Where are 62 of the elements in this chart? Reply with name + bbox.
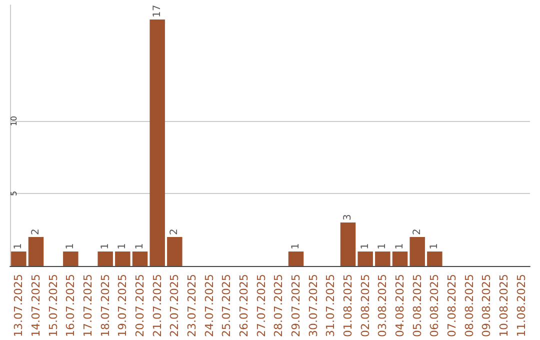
- bar: [167, 237, 182, 266]
- x-tick-label: 23.07.2025: [186, 274, 198, 338]
- x-tick-label: 09.08.2025: [480, 274, 494, 338]
- data-label: 1: [429, 243, 440, 250]
- x-tick-label: 15.07.2025: [46, 274, 60, 338]
- x-tick-label: 05.08.2025: [410, 274, 424, 338]
- x-tick-label: 16.07.2025: [64, 274, 78, 338]
- y-tick-label: 5: [10, 190, 18, 196]
- bar: [392, 252, 408, 266]
- x-tick-label: 03.08.2025: [376, 274, 390, 338]
- data-label: 3: [342, 214, 354, 221]
- x-tick-label: 19.07.2025: [116, 274, 130, 338]
- data-label: 1: [117, 243, 128, 250]
- x-tick-label: 07.08.2025: [446, 274, 458, 338]
- data-label: 2: [30, 228, 42, 236]
- x-tick-label: 06.08.2025: [428, 274, 442, 338]
- bar: [150, 20, 165, 266]
- x-tick-label: 29.07.2025: [290, 274, 302, 338]
- x-tick-label: 28.07.2025: [272, 274, 286, 338]
- bar: [98, 252, 113, 266]
- bar: [115, 252, 130, 266]
- bar: [28, 237, 44, 266]
- x-tick-label: 20.07.2025: [134, 274, 146, 338]
- bar: [288, 252, 304, 266]
- bar: [11, 252, 26, 266]
- x-tick-label: 27.07.2025: [254, 274, 268, 338]
- x-tick-label: 08.08.2025: [462, 274, 476, 338]
- bar: [375, 252, 390, 266]
- bar: [340, 222, 356, 266]
- bar: [358, 252, 373, 266]
- x-tick-label: 01.08.2025: [342, 274, 354, 338]
- x-tick-label: 30.07.2025: [306, 274, 320, 338]
- data-label: 2: [412, 228, 423, 236]
- x-tick-label: 17.07.2025: [82, 274, 94, 338]
- x-tick-label: 10.08.2025: [498, 274, 510, 338]
- data-label: 1: [134, 243, 146, 250]
- x-tick-label: 21.07.2025: [150, 274, 164, 338]
- bar: [427, 252, 442, 266]
- data-label: 2: [169, 228, 180, 236]
- data-label: 1: [13, 243, 24, 250]
- data-label: 1: [377, 243, 388, 250]
- x-tick-label: 18.07.2025: [98, 274, 112, 338]
- data-label: 1: [100, 243, 111, 250]
- data-label: 17: [152, 4, 163, 18]
- x-tick-label: 11.08.2025: [514, 274, 528, 338]
- data-label: 1: [290, 243, 302, 250]
- x-tick-label: 13.07.2025: [12, 274, 26, 338]
- x-tick-label: 22.07.2025: [168, 274, 182, 338]
- bar: [410, 237, 425, 266]
- data-label: 1: [65, 243, 76, 250]
- x-tick-label: 04.08.2025: [394, 274, 406, 338]
- x-tick-label: 02.08.2025: [358, 274, 372, 338]
- y-tick-label: 10: [10, 116, 18, 126]
- bar: [132, 252, 148, 266]
- x-tick-label: 14.07.2025: [30, 274, 42, 338]
- x-tick-label: 25.07.2025: [220, 274, 234, 338]
- x-tick-label: 26.07.2025: [238, 274, 250, 338]
- x-tick-label: 24.07.2025: [202, 274, 216, 338]
- data-label: 1: [394, 243, 406, 250]
- x-tick-label: 31.07.2025: [324, 274, 338, 338]
- data-label: 1: [360, 243, 371, 250]
- bar: [63, 252, 78, 266]
